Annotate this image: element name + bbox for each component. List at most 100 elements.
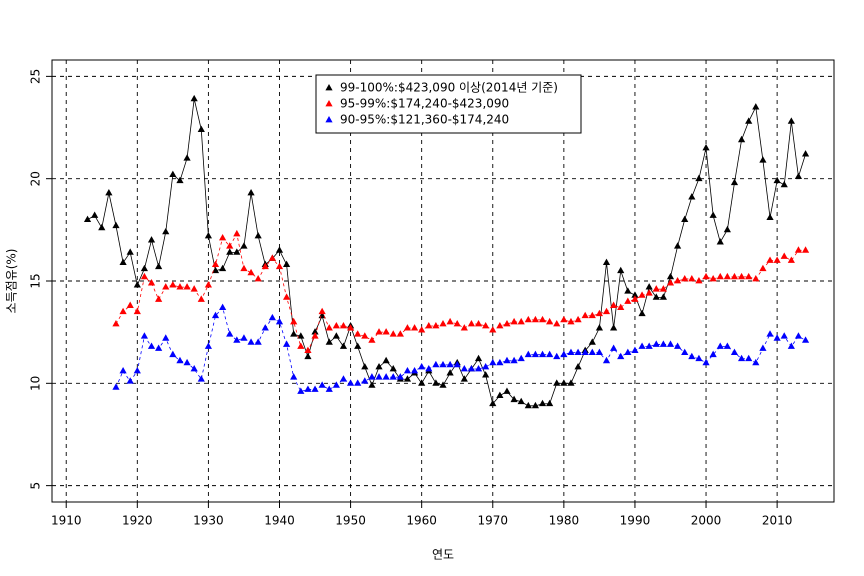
point [169, 350, 177, 358]
point [745, 354, 753, 362]
point [524, 401, 532, 409]
point [482, 371, 490, 378]
point [610, 324, 618, 331]
point [496, 322, 504, 329]
x-tick-label: 1970 [477, 514, 508, 528]
point [354, 379, 362, 386]
point [503, 356, 511, 364]
point [375, 328, 383, 335]
point [546, 399, 554, 407]
point [681, 348, 689, 356]
point [745, 117, 753, 124]
point [560, 315, 568, 323]
point [382, 373, 390, 380]
point [311, 328, 319, 335]
point [510, 356, 518, 364]
point [91, 211, 99, 218]
point [197, 125, 205, 132]
point [446, 360, 454, 368]
point [275, 246, 284, 253]
point [752, 274, 760, 282]
point [147, 279, 156, 286]
point [503, 387, 511, 394]
point [489, 326, 497, 333]
point [517, 354, 525, 362]
x-tick-label: 2000 [691, 514, 722, 528]
point [375, 362, 383, 370]
point [219, 264, 227, 272]
point [780, 180, 788, 188]
point [361, 377, 369, 384]
point [553, 319, 561, 327]
point [659, 340, 667, 347]
point [169, 281, 177, 288]
point [233, 336, 241, 343]
point [624, 297, 632, 304]
point [638, 291, 646, 298]
series-line [115, 232, 806, 352]
point [674, 277, 682, 284]
point [140, 332, 149, 339]
point [112, 221, 120, 229]
point [226, 248, 234, 255]
point [638, 309, 646, 317]
point [211, 260, 220, 268]
point [403, 375, 412, 382]
point [730, 272, 739, 280]
point [183, 283, 191, 290]
point [126, 248, 134, 255]
point [425, 322, 433, 329]
point [190, 285, 198, 292]
point [368, 336, 376, 343]
point [709, 274, 717, 282]
point [737, 272, 746, 280]
point [453, 319, 461, 327]
point [339, 375, 348, 382]
point [247, 189, 255, 196]
point [169, 170, 177, 177]
point [261, 262, 269, 270]
point [581, 311, 589, 319]
point [354, 342, 362, 349]
point [737, 354, 746, 362]
point [531, 350, 540, 358]
point [503, 319, 511, 327]
point [595, 309, 603, 317]
point [268, 254, 276, 261]
point [211, 311, 220, 319]
point [254, 231, 262, 239]
point [723, 225, 731, 233]
point [389, 364, 397, 372]
point [247, 338, 255, 345]
point [155, 344, 163, 351]
point [645, 342, 653, 349]
point [681, 215, 689, 223]
point [119, 307, 127, 315]
point [794, 246, 803, 253]
point [275, 262, 284, 270]
x-tick-label: 1950 [335, 514, 366, 528]
point [759, 156, 767, 163]
point [254, 274, 262, 282]
point [183, 358, 191, 366]
point [759, 264, 767, 272]
x-tick-label: 1910 [51, 514, 82, 528]
point [418, 326, 426, 333]
point [361, 362, 369, 370]
point [226, 242, 234, 249]
point [553, 352, 561, 360]
point [496, 358, 504, 366]
point [787, 117, 795, 124]
point [396, 373, 404, 380]
point [709, 211, 717, 218]
point [283, 293, 291, 300]
point [432, 379, 440, 386]
point [610, 301, 618, 308]
point [801, 336, 810, 343]
point [666, 340, 675, 347]
point [368, 381, 376, 388]
point [290, 330, 298, 337]
point [752, 358, 760, 366]
x-axis-title: 연도 [432, 548, 454, 562]
